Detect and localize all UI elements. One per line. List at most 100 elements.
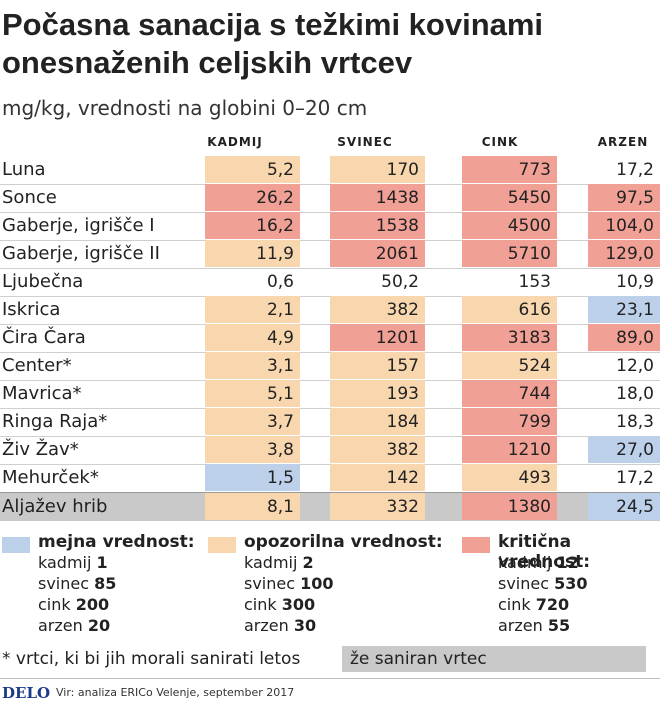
table-cell-svinec: 50,2 — [381, 272, 419, 292]
row-name: Center* — [2, 355, 72, 376]
column-header-arzen: ARZEN — [597, 135, 649, 149]
row-name: Sonce — [2, 187, 57, 208]
table-row: Mavrica* 5,1 193 744 18,0 — [0, 380, 660, 409]
table-cell-svinec: 1201 — [330, 324, 425, 351]
table-cell-svinec: 332 — [330, 493, 425, 520]
legend-item: cink 200 — [38, 595, 110, 614]
legend-item: cink 720 — [498, 595, 570, 614]
legend-swatch — [2, 537, 30, 553]
table-cell-arzen: 17,2 — [616, 160, 654, 180]
table-cell-cink: 744 — [462, 380, 557, 407]
table-cell-cink: 1210 — [462, 436, 557, 463]
table-cell-kadmij: 8,1 — [205, 493, 300, 520]
legend-item: svinec 85 — [38, 574, 117, 593]
table-cell-svinec: 382 — [330, 296, 425, 323]
source-note: Vir: analiza ERICo Velenje, september 20… — [56, 686, 295, 699]
table-row: Gaberje, igrišče I 16,2 1538 4500 104,0 — [0, 212, 660, 241]
table-row: Ljubečna 0,6 50,2 153 10,9 — [0, 268, 660, 297]
legend-item: kadmij 2 — [244, 553, 314, 572]
table-cell-cink: 1380 — [462, 493, 557, 520]
column-header-kadmij: KADMIJ — [207, 135, 263, 149]
table-row: Mehurček* 1,5 142 493 17,2 — [0, 464, 660, 493]
table-cell-kadmij: 2,1 — [205, 296, 300, 323]
row-name: Iskrica — [2, 299, 61, 320]
legend-item: svinec 530 — [498, 574, 588, 593]
table-cell-kadmij: 0,6 — [266, 272, 294, 292]
table-cell-svinec: 142 — [330, 464, 425, 491]
delo-logo: DELO — [2, 684, 51, 702]
legend-item: arzen 55 — [498, 616, 571, 635]
table-cell-arzen: 23,1 — [588, 296, 660, 323]
table-cell-svinec: 382 — [330, 436, 425, 463]
chart-subtitle: mg/kg, vrednosti na globini 0–20 cm — [2, 96, 368, 120]
table-cell-arzen: 27,0 — [588, 436, 660, 463]
row-name: Gaberje, igrišče I — [2, 215, 155, 236]
table-cell-arzen: 18,3 — [616, 412, 654, 432]
footnote: * vrtci, ki bi jih morali sanirati letos — [2, 649, 301, 669]
saniran-legend: že saniran vrtec — [342, 646, 646, 672]
table-cell-cink: 493 — [462, 464, 557, 491]
table-cell-arzen: 10,9 — [616, 272, 654, 292]
legend-swatch — [462, 537, 490, 553]
table-cell-svinec: 170 — [330, 156, 425, 183]
table-cell-cink: 153 — [518, 272, 551, 292]
table-cell-kadmij: 5,2 — [205, 156, 300, 183]
row-name: Živ Žav* — [2, 439, 79, 460]
table-cell-arzen: 12,0 — [616, 356, 654, 376]
column-header-cink: CINK — [481, 135, 519, 149]
table-cell-cink: 616 — [462, 296, 557, 323]
table-cell-arzen: 24,5 — [588, 493, 660, 520]
legend-item: cink 300 — [244, 595, 316, 614]
row-name: Ringa Raja* — [2, 411, 108, 432]
table-cell-svinec: 1538 — [330, 212, 425, 239]
table-row: Iskrica 2,1 382 616 23,1 — [0, 296, 660, 325]
legend-swatch — [208, 537, 236, 553]
table-cell-svinec: 193 — [330, 380, 425, 407]
table-row: Center* 3,1 157 524 12,0 — [0, 352, 660, 381]
table-cell-arzen: 104,0 — [588, 212, 660, 239]
legend-title: mejna vrednost: — [38, 532, 195, 552]
table-cell-kadmij: 3,8 — [205, 436, 300, 463]
table-cell-kadmij: 1,5 — [205, 464, 300, 491]
table-cell-cink: 524 — [462, 352, 557, 379]
table-row: Živ Žav* 3,8 382 1210 27,0 — [0, 436, 660, 465]
row-name: Luna — [2, 159, 46, 180]
table-cell-cink: 4500 — [462, 212, 557, 239]
table-cell-cink: 3183 — [462, 324, 557, 351]
row-name: Mavrica* — [2, 383, 82, 404]
table-cell-kadmij: 4,9 — [205, 324, 300, 351]
table-cell-arzen: 89,0 — [588, 324, 660, 351]
table-cell-kadmij: 26,2 — [205, 184, 300, 211]
table-row: Luna 5,2 170 773 17,2 — [0, 156, 660, 185]
table-row: Aljažev hrib 8,1 332 1380 24,5 — [0, 492, 660, 521]
chart-title: Počasna sanacija s težkimi kovinami ones… — [2, 7, 544, 80]
legend-item: arzen 30 — [244, 616, 317, 635]
table-cell-arzen: 17,2 — [616, 468, 654, 488]
row-name: Ljubečna — [2, 271, 84, 292]
table-cell-cink: 5450 — [462, 184, 557, 211]
table-cell-arzen: 129,0 — [588, 240, 660, 267]
table-cell-svinec: 157 — [330, 352, 425, 379]
column-header-svinec: SVINEC — [337, 135, 393, 149]
table-cell-svinec: 1438 — [330, 184, 425, 211]
legend-item: kadmij 1 — [38, 553, 108, 572]
table-cell-arzen: 97,5 — [588, 184, 660, 211]
table-row: Čira Čara 4,9 1201 3183 89,0 — [0, 324, 660, 353]
footer-divider — [0, 678, 660, 679]
table-cell-kadmij: 5,1 — [205, 380, 300, 407]
table-cell-kadmij: 3,1 — [205, 352, 300, 379]
row-name: Mehurček* — [2, 467, 99, 488]
table-row: Sonce 26,2 1438 5450 97,5 — [0, 184, 660, 213]
row-name: Gaberje, igrišče II — [2, 243, 160, 264]
table-cell-kadmij: 3,7 — [205, 408, 300, 435]
table-cell-svinec: 184 — [330, 408, 425, 435]
legend-item: kadmij 12 — [498, 553, 579, 572]
table-row: Gaberje, igrišče II 11,9 2061 5710 129,0 — [0, 240, 660, 269]
row-name: Aljažev hrib — [2, 496, 108, 517]
table-cell-cink: 5710 — [462, 240, 557, 267]
table-row: Ringa Raja* 3,7 184 799 18,3 — [0, 408, 660, 437]
table-cell-cink: 799 — [462, 408, 557, 435]
table-cell-cink: 773 — [462, 156, 557, 183]
row-name: Čira Čara — [2, 327, 86, 348]
legend-title: opozorilna vrednost: — [244, 532, 443, 552]
